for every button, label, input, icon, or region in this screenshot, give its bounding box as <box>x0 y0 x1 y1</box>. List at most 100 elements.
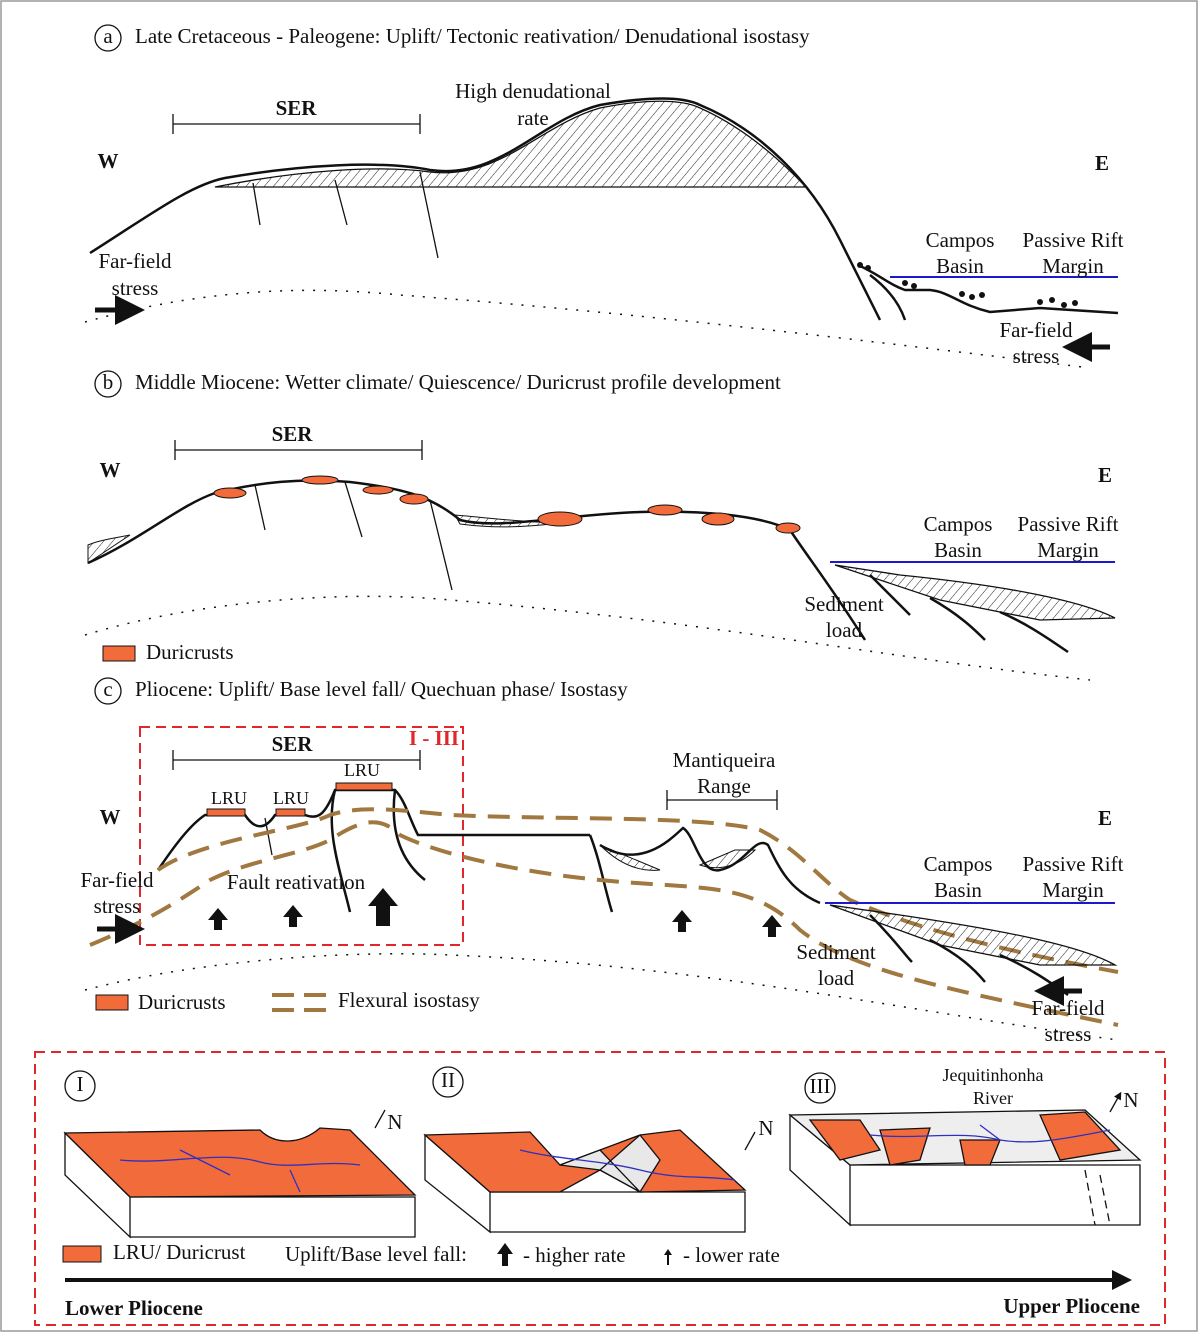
east-label: E <box>1098 463 1112 487</box>
inset-shape <box>1112 1270 1132 1290</box>
panel-title: Middle Miocene: Wetter climate/ Quiescen… <box>135 370 781 394</box>
stress-label: Far-field <box>1031 996 1105 1020</box>
ser-label: SER <box>276 96 318 120</box>
ser-label: SER <box>272 422 314 446</box>
stage-label: II <box>441 1068 455 1092</box>
panel-b-shape <box>85 596 1090 680</box>
sediment-label: load <box>818 966 855 990</box>
panel-c-shape-shape <box>672 910 692 932</box>
panel-b-shape-shape <box>702 513 734 525</box>
north-label: N <box>1123 1088 1138 1112</box>
panel-a-shape-shape <box>979 292 985 298</box>
margin-label: Margin <box>1042 254 1104 278</box>
inset-shape <box>497 1243 513 1266</box>
lru-label: LRU <box>273 788 309 808</box>
margin-label: Passive Rift <box>1023 228 1124 252</box>
panel-c-shape-shape <box>208 908 228 930</box>
basin-label: Campos <box>924 852 993 876</box>
ser-label: SER <box>272 732 314 756</box>
basin-label: Basin <box>934 538 982 562</box>
east-label: E <box>1098 806 1112 830</box>
panel-b-shape-shape <box>648 505 682 515</box>
basin-label: Basin <box>936 254 984 278</box>
panel-a-shape <box>90 99 880 320</box>
stage-label: I <box>77 1072 84 1096</box>
panel-c-shape-shape <box>283 905 303 927</box>
sediment-label: load <box>826 618 863 642</box>
panel-c-shape <box>96 995 128 1010</box>
stress-label: stress <box>1045 1022 1092 1046</box>
block-diagram <box>65 1110 1140 1237</box>
lru-label: LRU <box>344 760 380 780</box>
panel-c-shape-shape <box>368 888 398 926</box>
panel-b: b Middle Miocene: Wetter climate/ Quiesc… <box>85 370 1119 680</box>
panel-c-shape-shape <box>207 809 245 816</box>
panel-c-shape <box>85 954 1118 1040</box>
panel-label: a <box>103 24 113 48</box>
inset-label: I - III <box>409 726 459 750</box>
river-label: River <box>973 1088 1013 1108</box>
panel-a: a Late Cretaceous - Paleogene: Uplift/ T… <box>85 24 1124 368</box>
inset-shape <box>664 1249 672 1265</box>
panel-b-shape-shape <box>400 494 428 504</box>
basin-label: Campos <box>926 228 995 252</box>
panel-c-shape-shape <box>276 809 305 816</box>
panel-c-shape-shape <box>336 783 392 790</box>
west-label: W <box>100 458 121 482</box>
range-label: Mantiqueira <box>673 748 776 772</box>
stress-label: Far-field <box>80 868 154 892</box>
panel-b-shape-shape <box>302 476 338 484</box>
inset-shape <box>63 1246 101 1262</box>
legend-label: Uplift/Base level fall: <box>285 1242 467 1266</box>
panel-b-shape-shape <box>538 512 582 526</box>
panel-b-shape-shape <box>214 488 246 498</box>
panel-c-shape <box>208 888 782 937</box>
panel-a-shape-shape <box>1072 300 1078 306</box>
north-label: N <box>387 1110 402 1134</box>
margin-label: Passive Rift <box>1018 512 1119 536</box>
panel-a-shape <box>85 290 1090 368</box>
fault-label: Fault reativation <box>227 870 366 894</box>
panel-a-shape-shape <box>902 280 908 286</box>
panel-a-shape-shape <box>911 283 917 289</box>
panel-a-shape-shape <box>1061 302 1067 308</box>
stress-label: stress <box>112 276 159 300</box>
time-label: Upper Pliocene <box>1003 1294 1140 1318</box>
panel-label: b <box>103 370 114 394</box>
west-label: W <box>100 805 121 829</box>
panel-a-shape-shape <box>865 265 871 271</box>
legend-label: - higher rate <box>523 1243 626 1267</box>
panel-a-shape-shape <box>1037 299 1043 305</box>
east-label: E <box>1095 151 1109 175</box>
panel-label: c <box>103 677 112 701</box>
range-label: Range <box>697 774 751 798</box>
inset: I II III N N N Jequitinhonha River LRU/ … <box>35 1052 1165 1325</box>
stage-label: III <box>810 1074 831 1098</box>
basin-label: Basin <box>934 878 982 902</box>
panel-b-shape <box>103 646 135 661</box>
legend-label: Duricrusts <box>146 640 234 664</box>
legend-label: LRU/ Duricrust <box>113 1240 246 1264</box>
annotation: rate <box>517 106 548 130</box>
time-label: Lower Pliocene <box>65 1296 203 1320</box>
legend-label: - lower rate <box>683 1243 780 1267</box>
panel-a-shape-shape <box>959 291 965 297</box>
panel-a-shape-shape <box>1049 297 1055 303</box>
figure: a Late Cretaceous - Paleogene: Uplift/ T… <box>0 0 1198 1332</box>
margin-label: Margin <box>1037 538 1099 562</box>
legend-label: Flexural isostasy <box>338 988 480 1012</box>
panel-title: Late Cretaceous - Paleogene: Uplift/ Tec… <box>135 24 810 48</box>
panel-title: Pliocene: Uplift/ Base level fall/ Quech… <box>135 677 628 701</box>
west-label: W <box>98 149 119 173</box>
river-label: Jequitinhonha <box>943 1065 1044 1085</box>
panel-c-shape <box>272 995 330 1010</box>
panel-b-shape-shape <box>776 523 800 533</box>
legend-label: Duricrusts <box>138 990 226 1014</box>
panel-b-shape <box>88 480 865 640</box>
panel-b-shape-shape <box>363 486 393 494</box>
panel-c: c Pliocene: Uplift/ Base level fall/ Que… <box>80 677 1123 1046</box>
stress-label: stress <box>94 894 141 918</box>
sediment-label: Sediment <box>804 592 883 616</box>
north-label: N <box>758 1116 773 1140</box>
annotation: High denudational <box>455 79 611 103</box>
